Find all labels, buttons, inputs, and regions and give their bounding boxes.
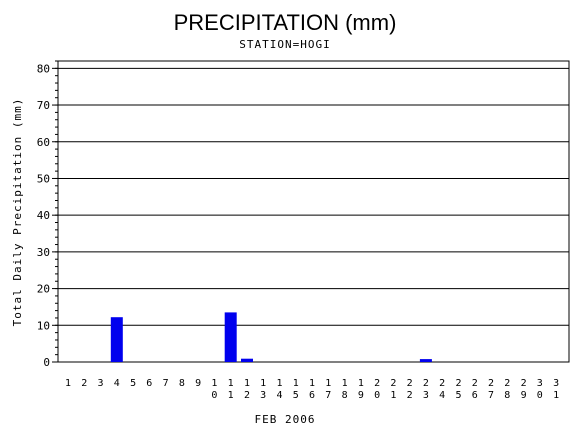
x-axis-label: FEB 2006: [255, 413, 316, 426]
x-tick-label: 5: [130, 378, 136, 389]
x-tick-label: 1: [390, 390, 396, 401]
x-tick-label: 1: [325, 378, 331, 389]
y-tick-label: 10: [37, 319, 50, 332]
x-tick-label: 9: [358, 390, 364, 401]
x-tick-label: 2: [407, 378, 413, 389]
x-tick-label: 1: [228, 390, 234, 401]
x-tick-label: 1: [342, 378, 348, 389]
bar: [241, 358, 253, 362]
x-tick-label: 1: [228, 378, 234, 389]
x-tick-label: 2: [488, 378, 494, 389]
plot-frame: [57, 60, 570, 363]
x-tick-label: 3: [553, 378, 559, 389]
x-tick-label: 5: [455, 390, 461, 401]
x-tick-label: 4: [276, 390, 282, 401]
x-tick-label: 1: [65, 378, 71, 389]
y-tick-label: 60: [37, 136, 50, 149]
x-tick-label: 5: [293, 390, 299, 401]
bar: [110, 317, 123, 362]
x-tick-label: 1: [260, 378, 266, 389]
x-tick-label: 7: [163, 378, 169, 389]
x-tick-label: 2: [455, 378, 461, 389]
x-tick-label: 1: [553, 390, 559, 401]
x-tick-label: 6: [472, 390, 478, 401]
x-tick-label: 8: [504, 390, 510, 401]
x-tick-label: 8: [342, 390, 348, 401]
x-tick-label: 2: [472, 378, 478, 389]
y-tick-label: 20: [37, 283, 50, 296]
y-tick-label: 30: [37, 246, 50, 259]
x-tick-label: 2: [407, 390, 413, 401]
x-tick-label: 0: [537, 390, 543, 401]
y-tick-label: 80: [37, 62, 50, 75]
x-tick-label: 9: [521, 390, 527, 401]
x-tick-label: 1: [276, 378, 282, 389]
x-tick-label: 2: [81, 378, 87, 389]
y-tick-label: 70: [37, 99, 50, 112]
x-tick-label: 1: [309, 378, 315, 389]
bar: [419, 359, 432, 362]
x-tick-label: 1: [244, 378, 250, 389]
x-tick-label: 2: [374, 378, 380, 389]
x-tick-label: 2: [439, 378, 445, 389]
x-tick-label: 2: [521, 378, 527, 389]
x-tick-label: 3: [537, 378, 543, 389]
x-tick-label: 6: [146, 378, 152, 389]
x-tick-label: 8: [179, 378, 185, 389]
x-tick-label: 4: [114, 378, 120, 389]
y-tick-label: 50: [37, 172, 50, 185]
x-tick-label: 6: [309, 390, 315, 401]
chart-title: PRECIPITATION (mm): [174, 10, 397, 35]
x-tick-label: 1: [293, 378, 299, 389]
y-axis-label: Total Daily Precipitation (mm): [11, 98, 24, 327]
y-tick-label: 40: [37, 209, 50, 222]
x-tick-label: 0: [211, 390, 217, 401]
x-tick-label: 2: [423, 378, 429, 389]
x-tick-label: 2: [244, 390, 250, 401]
y-tick-label: 0: [43, 356, 50, 369]
x-tick-label: 7: [325, 390, 331, 401]
x-tick-label: 3: [260, 390, 266, 401]
x-tick-label: 0: [374, 390, 380, 401]
chart-subtitle: STATION=HOGI: [239, 38, 330, 51]
x-tick-label: 3: [423, 390, 429, 401]
x-tick-label: 2: [390, 378, 396, 389]
x-tick-label: 3: [97, 378, 103, 389]
x-tick-label: 9: [195, 378, 201, 389]
x-tick-label: 1: [211, 378, 217, 389]
x-tick-label: 2: [504, 378, 510, 389]
x-tick-label: 1: [358, 378, 364, 389]
x-tick-label: 4: [439, 390, 445, 401]
x-tick-label: 7: [488, 390, 494, 401]
bar: [224, 312, 237, 362]
